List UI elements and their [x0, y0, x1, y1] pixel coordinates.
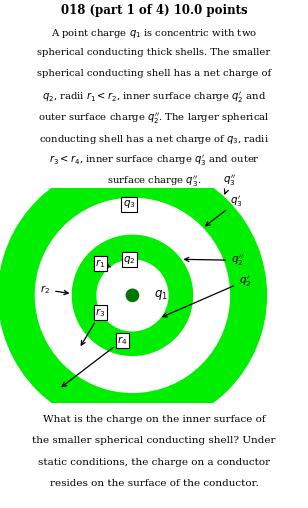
- Text: outer surface charge $q_2^{\prime\prime}$. The larger spherical: outer surface charge $q_2^{\prime\prime}…: [38, 111, 270, 126]
- Text: $r_1$: $r_1$: [95, 257, 110, 270]
- Text: static conditions, the charge on a conductor: static conditions, the charge on a condu…: [38, 458, 270, 466]
- Text: What is the charge on the inner surface of: What is the charge on the inner surface …: [43, 416, 265, 425]
- Text: $q_3^{\prime}$: $q_3^{\prime}$: [206, 194, 243, 226]
- Circle shape: [35, 198, 229, 392]
- Text: $r_3$: $r_3$: [81, 306, 106, 345]
- Circle shape: [72, 235, 192, 356]
- Text: 018 (part 1 of 4) 10.0 points: 018 (part 1 of 4) 10.0 points: [61, 4, 247, 17]
- Text: $q_2$, radii $r_1 < r_2$, inner surface charge $q_2^{\prime}$ and: $q_2$, radii $r_1 < r_2$, inner surface …: [42, 90, 266, 105]
- Text: $q_2$: $q_2$: [123, 254, 136, 266]
- Text: spherical conducting shell has a net charge of: spherical conducting shell has a net cha…: [37, 70, 271, 78]
- Text: conducting shell has a net charge of $q_3$, radii: conducting shell has a net charge of $q_…: [39, 133, 269, 145]
- Text: $q_1$: $q_1$: [154, 289, 168, 302]
- Text: the smaller spherical conducting shell? Under: the smaller spherical conducting shell? …: [32, 436, 276, 446]
- Text: $q_3$: $q_3$: [123, 199, 136, 210]
- Text: $q_3^{\prime\prime}$: $q_3^{\prime\prime}$: [223, 173, 236, 194]
- Text: $q_2^{\prime}$: $q_2^{\prime}$: [163, 273, 251, 317]
- Text: A point charge $q_1$ is concentric with two: A point charge $q_1$ is concentric with …: [51, 27, 257, 41]
- Text: $r_4$: $r_4$: [62, 334, 128, 387]
- Text: spherical conducting thick shells. The smaller: spherical conducting thick shells. The s…: [37, 48, 271, 57]
- Text: surface charge $q_3^{\prime\prime}$.: surface charge $q_3^{\prime\prime}$.: [107, 175, 201, 189]
- Text: $q_2^{\prime\prime}$: $q_2^{\prime\prime}$: [185, 252, 244, 268]
- Circle shape: [0, 162, 266, 429]
- Circle shape: [126, 289, 139, 302]
- Circle shape: [97, 260, 168, 331]
- Text: $r_2$: $r_2$: [40, 283, 68, 296]
- Text: resides on the surface of the conductor.: resides on the surface of the conductor.: [50, 479, 258, 488]
- Text: $r_3 < r_4$, inner surface charge $q_3^{\prime}$ and outer: $r_3 < r_4$, inner surface charge $q_3^{…: [49, 153, 259, 168]
